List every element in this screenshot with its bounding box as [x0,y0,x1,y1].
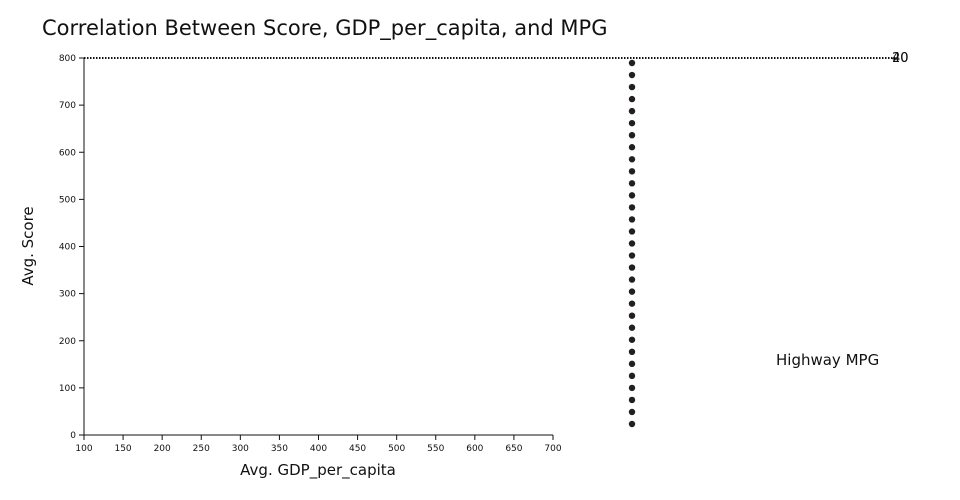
y-tick-label: 400 [59,243,76,253]
x-tick-label: 350 [271,444,288,454]
y-tick-label: 800 [59,54,76,64]
scatter-point [628,71,636,79]
points-layer [628,59,636,428]
scatter-point [628,228,636,235]
x-tick-label: 100 [75,444,92,454]
scatter-point [628,59,636,67]
x-tick-label: 200 [154,444,171,454]
scatter-point [628,420,636,428]
scatter-point [628,348,636,355]
scatter-point [628,360,636,368]
scatter-point [628,300,636,307]
scatter-point [628,83,636,91]
scatter-point [628,144,636,151]
legend-size-label-1: 20 [892,51,909,66]
y-tick-label: 700 [59,101,76,111]
scatter-point [628,252,636,259]
x-tick-label: 150 [114,444,131,454]
x-tick-label: 300 [232,444,249,454]
x-tick-label: 400 [310,444,327,454]
y-tick-label: 100 [59,384,76,394]
scatter-point [628,276,636,283]
scatter-point [628,107,636,115]
scatter-point [628,204,636,211]
scatter-point [628,216,636,223]
scatter-point [628,95,636,103]
scatter-point [628,408,636,416]
legend-size-label-2: 40 [892,51,909,66]
x-tick-label: 500 [388,444,405,454]
scatter-point [628,180,636,187]
scatter-point [628,240,636,247]
y-tick-label: 600 [59,148,76,158]
y-tick-label: 0 [70,431,76,441]
legend-title: Highway MPG [776,351,879,369]
x-tick-label: 550 [427,444,444,454]
scatter-point [628,288,636,295]
scatter-point [628,192,636,199]
y-tick-label: 200 [59,337,76,347]
x-tick-label: 700 [544,444,561,454]
x-tick-label: 450 [349,444,366,454]
scatter-point [628,384,636,392]
scatter-point [628,168,636,175]
scatter-point [628,156,636,163]
scatter-point [628,336,636,343]
x-tick-label: 250 [193,444,210,454]
scatter-point [628,312,636,319]
scatter-point [628,372,636,380]
scatter-point [628,132,636,139]
y-axis-label: Avg. Score [19,206,37,285]
x-axis-label: Avg. GDP_per_capita [240,461,396,480]
x-axis: 100 150 200 250 300 350 400 450 500 550 600 650 700 [75,434,562,454]
scatter-point [628,396,636,404]
scatter-point [628,324,636,331]
y-tick-label: 300 [59,290,76,300]
scatter-point [628,119,636,127]
y-axis: 0 100 200 300 400 500 600 700 800 [59,54,85,441]
chart-title: Correlation Between Score, GDP_per_capit… [42,16,608,40]
x-tick-label: 600 [466,444,483,454]
y-tick-label: 500 [59,195,76,205]
scatter-point [628,264,636,271]
x-tick-label: 650 [505,444,522,454]
legend: 20 40 Highway MPG [84,51,909,369]
